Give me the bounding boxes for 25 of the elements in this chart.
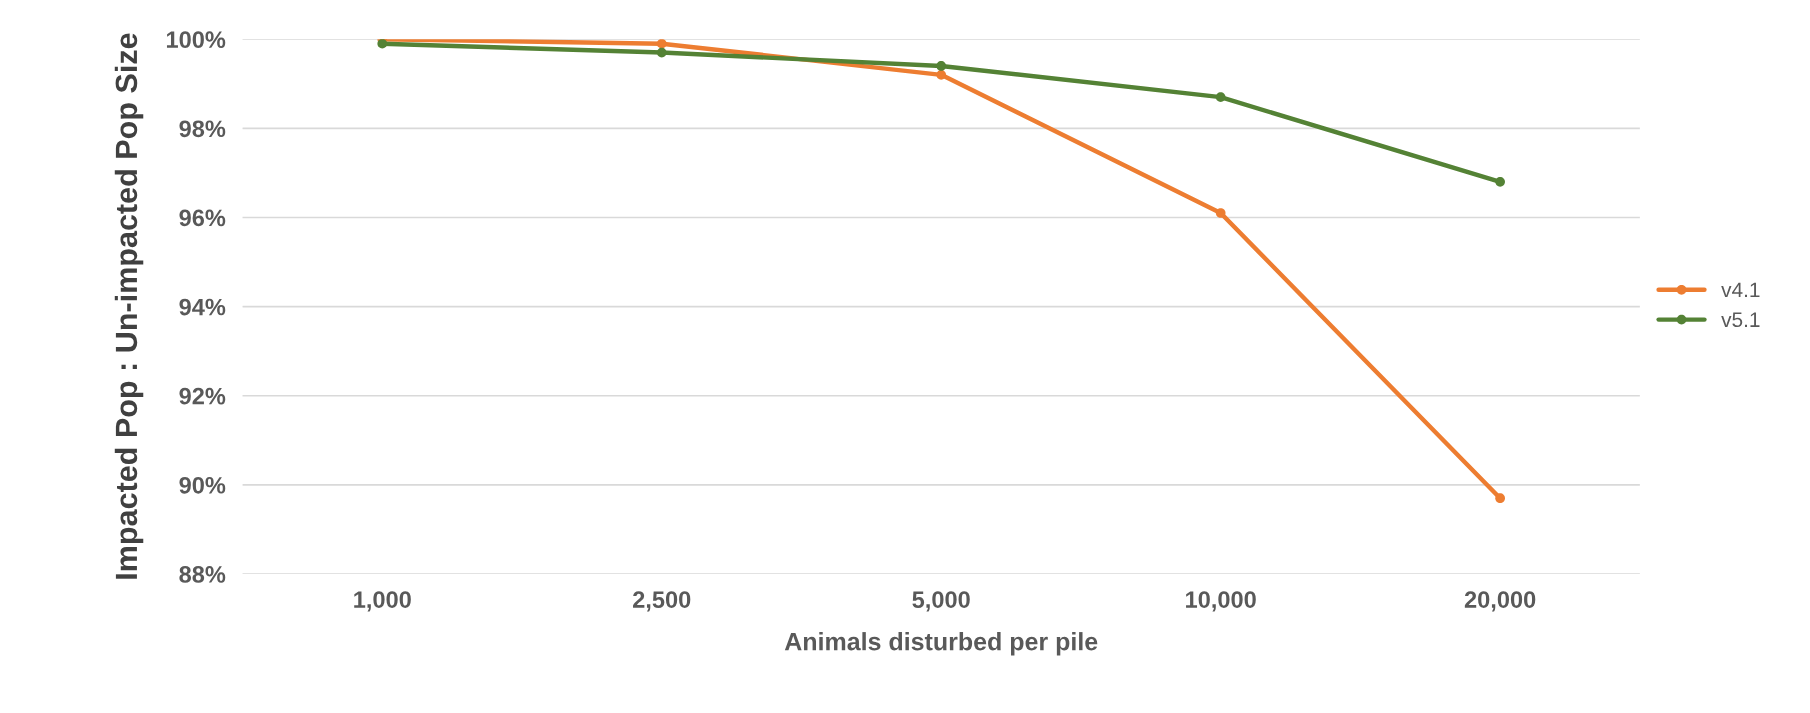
y-tick-label: 96% <box>179 209 226 227</box>
x-axis-title: Animals disturbed per pile <box>784 632 1098 656</box>
y-tick-label: 98% <box>179 120 226 138</box>
x-tick-label: 10,000 <box>1186 591 1256 612</box>
point <box>1215 92 1226 103</box>
legend-label: v4.1 <box>1721 282 1760 298</box>
point <box>936 61 947 71</box>
y-tick-label: 90% <box>179 476 226 494</box>
point <box>377 39 388 49</box>
y-tick-label: 94% <box>179 298 226 316</box>
y-axis-title: Impacted Pop : Un-impacted Pop Size <box>114 33 144 579</box>
y-tick-label: 100% <box>166 31 226 48</box>
y-tick-label: 92% <box>179 387 226 405</box>
x-tick-label: 1,000 <box>354 591 411 612</box>
point <box>1215 208 1226 218</box>
x-tick-label: 2,500 <box>633 591 691 612</box>
point <box>656 39 667 49</box>
point <box>1495 493 1505 504</box>
legend-label: v5.1 <box>1721 312 1760 328</box>
point <box>656 47 667 58</box>
point <box>1495 176 1505 187</box>
x-tick-label: 5,000 <box>912 591 970 612</box>
point <box>936 70 947 80</box>
x-tick-label: 20,000 <box>1464 591 1536 612</box>
y-tick-label: 88% <box>179 566 226 583</box>
